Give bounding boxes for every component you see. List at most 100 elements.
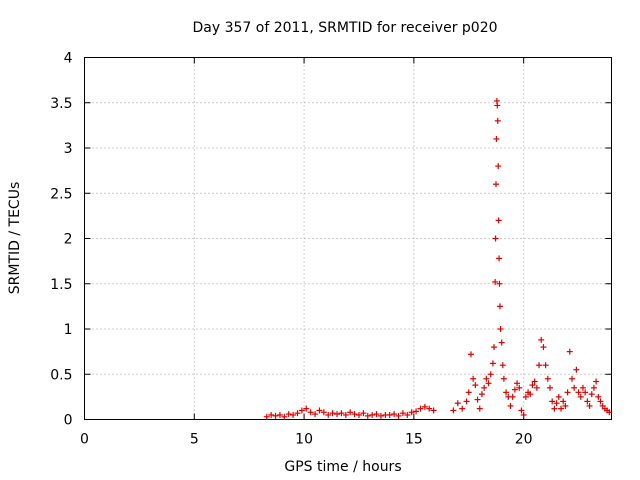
data-point xyxy=(586,402,593,409)
data-point xyxy=(316,407,323,414)
data-point xyxy=(268,411,275,418)
data-point xyxy=(492,235,499,242)
data-point xyxy=(495,217,502,224)
y-tick-label: 1 xyxy=(64,322,73,338)
data-point xyxy=(294,410,301,417)
data-point xyxy=(492,181,499,188)
data-point xyxy=(564,389,571,396)
data-point xyxy=(555,393,562,400)
data-point xyxy=(342,411,349,418)
data-point xyxy=(514,380,521,387)
data-point xyxy=(582,389,589,396)
data-point xyxy=(491,344,498,351)
data-point xyxy=(496,280,503,287)
data-point xyxy=(476,405,483,412)
data-point xyxy=(529,382,536,389)
data-point xyxy=(430,407,437,414)
data-point xyxy=(522,393,529,400)
data-point xyxy=(391,411,398,418)
data-point xyxy=(325,411,332,418)
data-point xyxy=(421,403,428,410)
data-point xyxy=(544,375,551,382)
data-point xyxy=(489,360,496,367)
data-point xyxy=(499,362,506,369)
y-tick-label: 4 xyxy=(64,51,73,67)
y-tick-label: 0.5 xyxy=(50,367,72,383)
data-point xyxy=(527,391,534,398)
y-tick-label: 2 xyxy=(64,232,73,248)
x-tick-label: 20 xyxy=(515,432,533,448)
data-point xyxy=(606,409,613,416)
data-point xyxy=(281,413,288,420)
plot-frame xyxy=(84,57,612,420)
data-point xyxy=(450,407,457,414)
data-point xyxy=(560,398,567,405)
x-tick-label: 10 xyxy=(295,432,313,448)
data-point xyxy=(377,412,384,419)
data-point xyxy=(511,386,518,393)
data-point xyxy=(496,303,503,310)
data-point xyxy=(588,391,595,398)
data-point xyxy=(595,393,602,400)
y-tick-label: 1.5 xyxy=(50,277,72,293)
data-point xyxy=(307,409,314,416)
y-tick-label: 3.5 xyxy=(50,96,72,112)
data-point xyxy=(496,255,503,262)
data-point xyxy=(495,163,502,170)
data-point xyxy=(483,375,490,382)
x-tick-label: 15 xyxy=(405,432,423,448)
y-tick-label: 2.5 xyxy=(50,186,72,202)
chart-title: Day 357 of 2011, SRMTID for receiver p02… xyxy=(192,20,497,36)
data-point xyxy=(577,393,584,400)
data-point xyxy=(579,384,586,391)
y-tick-label: 3 xyxy=(64,141,73,157)
data-point xyxy=(413,408,420,415)
data-point xyxy=(536,362,543,369)
data-point xyxy=(470,375,477,382)
y-axis-label: SRMTID / TECUs xyxy=(7,182,23,295)
data-point xyxy=(364,412,371,419)
data-point xyxy=(320,409,327,416)
data-point xyxy=(531,378,538,385)
data-point xyxy=(487,371,494,378)
data-point xyxy=(533,384,540,391)
data-point xyxy=(276,411,283,418)
data-point xyxy=(575,389,582,396)
data-point xyxy=(290,411,297,418)
data-point xyxy=(542,362,549,369)
data-point xyxy=(373,411,380,418)
data-point xyxy=(593,378,600,385)
data-point xyxy=(584,398,591,405)
data-point xyxy=(493,135,500,142)
data-point xyxy=(538,336,545,343)
data-point xyxy=(557,405,564,412)
data-point xyxy=(360,410,367,417)
data-point xyxy=(518,407,525,414)
data-point xyxy=(507,402,514,409)
data-point xyxy=(298,407,305,414)
data-point xyxy=(520,411,527,418)
data-point xyxy=(463,398,470,405)
data-series xyxy=(263,97,613,420)
data-point xyxy=(547,384,554,391)
data-point xyxy=(571,384,578,391)
data-point xyxy=(562,402,569,409)
data-point xyxy=(509,393,516,400)
data-point xyxy=(399,410,406,417)
data-point xyxy=(472,382,479,389)
data-point xyxy=(597,398,604,405)
data-point xyxy=(485,380,492,387)
x-axis: 0 5 10 15 20 xyxy=(80,57,533,448)
grid xyxy=(84,57,612,420)
data-point xyxy=(329,410,336,417)
data-point xyxy=(285,411,292,418)
data-point xyxy=(551,405,558,412)
data-point xyxy=(566,348,573,355)
data-point xyxy=(474,396,481,403)
data-point xyxy=(408,409,415,416)
x-axis-label: GPS time / hours xyxy=(284,459,401,475)
data-point xyxy=(590,384,597,391)
data-point xyxy=(500,375,507,382)
data-point xyxy=(347,409,354,416)
data-point xyxy=(312,411,319,418)
